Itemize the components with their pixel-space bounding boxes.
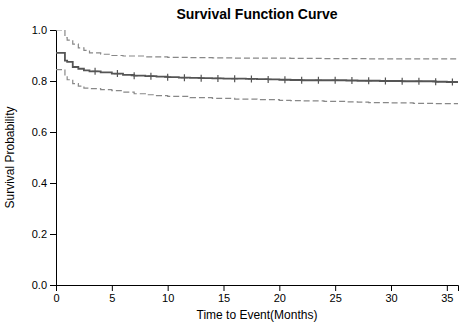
x-tick-mark [391,285,392,291]
censor-mark [432,78,439,85]
x-tick: 25 [330,285,342,304]
x-tick-label: 5 [109,292,115,304]
plot: 0 5 10 15 20 25 30 35 0.0 0.2 0.4 0.6 0.8 1.0 [32,24,459,304]
y-tick-label: 0.6 [32,126,47,138]
x-tick: 35 [441,285,453,304]
censor-mark [332,77,339,84]
x-tick-label: 35 [441,292,453,304]
censor-mark [281,76,288,83]
y-tick: 0.8 [32,75,56,87]
x-axis-line [57,286,459,292]
y-tick: 0.4 [32,177,56,189]
chart: 0 5 10 15 20 25 30 35 0.0 0.2 0.4 0.6 0.8 1.0 Survival… [0,0,474,327]
y-axis: 0.0 0.2 0.4 0.6 0.8 1.0 [32,24,57,291]
x-tick-label: 0 [53,292,59,304]
y-tick-label: 0.2 [32,228,47,240]
x-axis: 0 5 10 15 20 25 30 35 [53,285,458,304]
censor-mark [181,74,188,81]
x-tick-mark [279,285,280,291]
censor-mark [164,74,171,81]
y-axis-title: Survival Probability [3,106,17,208]
y-tick-mark [50,234,56,235]
censor-mark [449,79,456,86]
ci-line [56,70,458,104]
x-tick: 10 [162,285,174,304]
x-tick: 30 [385,285,397,304]
censor-mark [231,75,238,82]
censor-mark [415,78,422,85]
censor-mark [298,77,305,84]
y-tick-label: 0.0 [32,279,47,291]
censor-mark [214,75,221,82]
censor-mark [399,78,406,85]
title: Survival Function Curve [176,6,337,22]
y-tick-mark [50,183,56,184]
censor-mark [147,73,154,80]
x-tick-label: 15 [218,292,230,304]
censor-mark [114,70,121,77]
x-tick-label: 20 [274,292,286,304]
x-axis-title: Time to Event(Months) [197,308,318,322]
y-tick: 0.2 [32,228,56,240]
y-tick-label: 1.0 [32,24,47,36]
marks [56,30,458,104]
x-tick: 20 [274,285,286,304]
x-tick-label: 10 [162,292,174,304]
x-tick-mark [224,285,225,291]
x-tick-mark [112,285,113,291]
y-tick-mark [50,285,56,286]
x-tick-mark [168,285,169,291]
x-tick: 15 [218,285,230,304]
censor-mark [92,68,99,75]
censor-mark [265,76,272,83]
censor-mark [348,77,355,84]
y-tick-mark [50,30,56,31]
x-tick-mark [335,285,336,291]
y-tick: 0.0 [32,279,56,291]
x-tick-label: 25 [330,292,342,304]
y-tick-label: 0.4 [32,177,47,189]
y-tick: 0.6 [32,126,56,138]
censor-mark [315,77,322,84]
y-tick: 1.0 [32,24,56,36]
censor-mark [248,75,255,82]
survival-line [56,53,458,82]
y-tick-mark [50,81,56,82]
ci-line [56,30,458,59]
y-axis-line [50,31,57,286]
censor-mark [131,72,138,79]
x-tick-mark [447,285,448,291]
y-tick-mark [50,132,56,133]
censor-mark [198,75,205,82]
y-tick-label: 0.8 [32,75,47,87]
x-tick: 0 [53,285,59,304]
x-tick: 5 [109,285,115,304]
x-tick-label: 30 [385,292,397,304]
censor-mark [365,77,372,84]
censor-mark [382,78,389,85]
